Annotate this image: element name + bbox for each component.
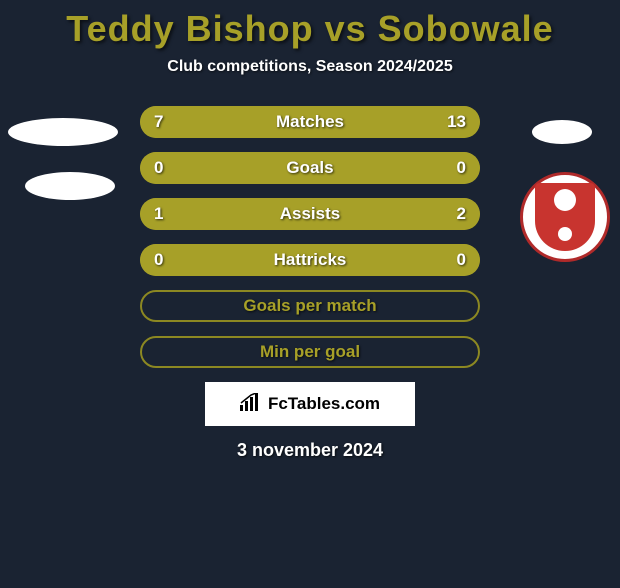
stat-label: Assists bbox=[280, 204, 340, 224]
stat-label: Hattricks bbox=[274, 250, 347, 270]
stat-value-left: 0 bbox=[154, 250, 163, 270]
chart-icon bbox=[240, 393, 262, 416]
stat-value-left: 0 bbox=[154, 158, 163, 178]
right-club-badge bbox=[520, 172, 610, 262]
stat-value-right: 2 bbox=[457, 204, 466, 224]
club-bird-icon bbox=[554, 189, 576, 211]
bar-fill-left bbox=[140, 152, 310, 184]
stats-bars: 7 Matches 13 0 Goals 0 1 Assists 2 0 Hattricks 0 Goa… bbox=[140, 106, 480, 368]
stat-value-left: 1 bbox=[154, 204, 163, 224]
stat-label: Min per goal bbox=[260, 342, 360, 362]
stat-label: Matches bbox=[276, 112, 344, 132]
stat-value-right: 13 bbox=[447, 112, 466, 132]
page-title: Teddy Bishop vs Sobowale bbox=[0, 8, 620, 50]
date-label: 3 november 2024 bbox=[0, 440, 620, 461]
club-shield-icon bbox=[535, 183, 595, 251]
right-player-placeholder bbox=[532, 120, 592, 144]
stat-value-left: 7 bbox=[154, 112, 163, 132]
stat-value-right: 0 bbox=[457, 250, 466, 270]
club-ball-icon bbox=[558, 227, 572, 241]
stat-row: 1 Assists 2 bbox=[140, 198, 480, 230]
subtitle: Club competitions, Season 2024/2025 bbox=[0, 58, 620, 76]
stat-row: 0 Hattricks 0 bbox=[140, 244, 480, 276]
stat-value-right: 0 bbox=[457, 158, 466, 178]
comparison-container: 7 Matches 13 0 Goals 0 1 Assists 2 0 Hattricks 0 Goa… bbox=[0, 106, 620, 368]
stat-row: 7 Matches 13 bbox=[140, 106, 480, 138]
stat-row: Min per goal bbox=[140, 336, 480, 368]
stat-label: Goals bbox=[286, 158, 333, 178]
stat-row: Goals per match bbox=[140, 290, 480, 322]
stat-label: Goals per match bbox=[243, 296, 376, 316]
bar-fill-right bbox=[310, 152, 480, 184]
left-player-placeholder-1 bbox=[8, 118, 118, 146]
attribution-text: FcTables.com bbox=[268, 394, 380, 414]
attribution-badge: FcTables.com bbox=[205, 382, 415, 426]
stat-row: 0 Goals 0 bbox=[140, 152, 480, 184]
left-player-placeholder-2 bbox=[25, 172, 115, 200]
